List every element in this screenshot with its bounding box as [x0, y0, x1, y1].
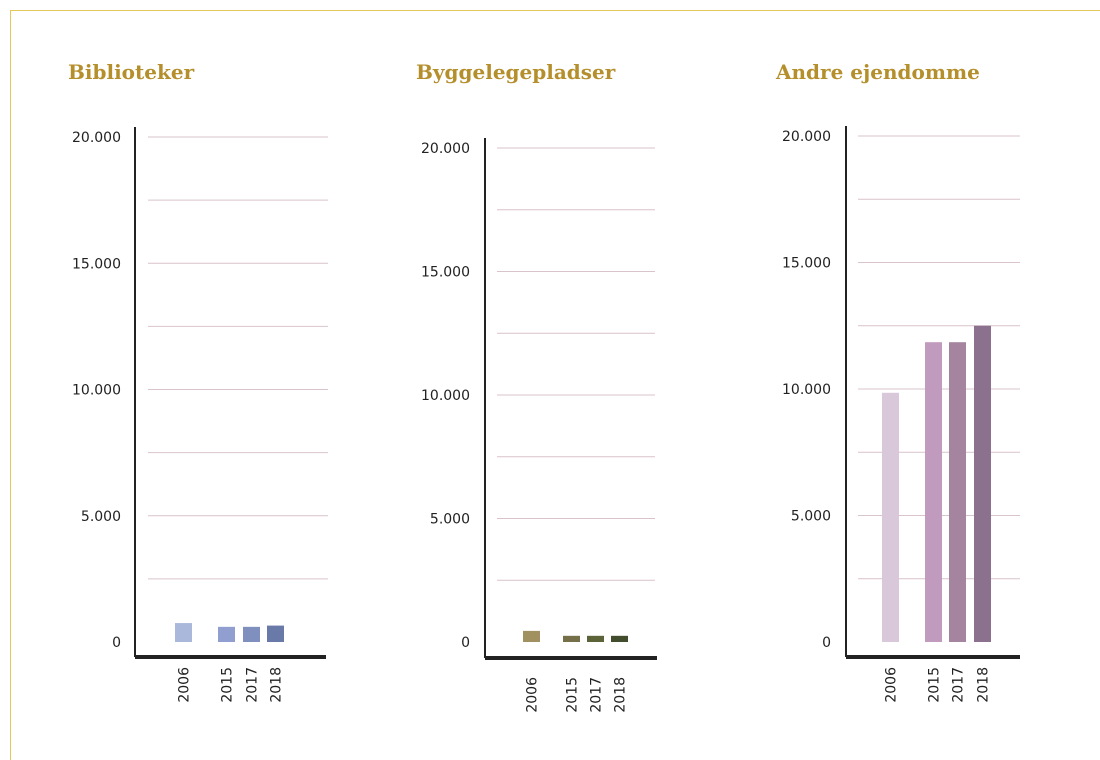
x-tick-label: 2018 — [976, 667, 992, 703]
y-tick-label: 10.000 — [72, 383, 121, 399]
bar-2015 — [925, 342, 942, 642]
x-tick-label: 2017 — [245, 667, 261, 703]
chart-title: Andre ejendomme — [776, 60, 980, 84]
figure-frame — [10, 10, 1100, 760]
bar-2015 — [563, 635, 580, 642]
y-tick-label: 0 — [822, 635, 831, 651]
x-tick-label: 2006 — [177, 667, 193, 703]
y-tick-label: 5.000 — [430, 512, 470, 528]
bar-2006 — [175, 623, 192, 642]
y-tick-label: 10.000 — [782, 382, 831, 398]
x-tick-label: 2017 — [589, 677, 605, 713]
x-tick-label: 2015 — [565, 677, 581, 713]
bar-2018 — [611, 635, 628, 642]
bar-2006 — [523, 630, 540, 642]
bar-2017 — [949, 342, 966, 642]
x-tick-label: 2015 — [220, 667, 236, 703]
y-tick-label: 5.000 — [791, 509, 831, 525]
bar-2017 — [587, 635, 604, 642]
y-tick-label: 15.000 — [72, 256, 121, 272]
x-tick-label: 2015 — [927, 667, 943, 703]
y-tick-label: 0 — [112, 635, 121, 651]
bar-2018 — [974, 325, 991, 642]
y-tick-label: 20.000 — [421, 141, 470, 157]
y-tick-label: 15.000 — [782, 256, 831, 272]
y-tick-label: 20.000 — [72, 130, 121, 146]
bar-2015 — [218, 626, 235, 642]
chart-title: Byggelegepladser — [416, 60, 616, 84]
bar-2017 — [243, 626, 260, 642]
y-tick-label: 0 — [461, 635, 470, 651]
x-tick-label: 2018 — [269, 667, 285, 703]
bar-2006 — [882, 392, 899, 642]
x-tick-label: 2017 — [951, 667, 967, 703]
y-tick-label: 5.000 — [81, 509, 121, 525]
x-tick-label: 2018 — [613, 677, 629, 713]
y-tick-label: 20.000 — [782, 129, 831, 145]
x-tick-label: 2006 — [525, 677, 541, 713]
y-tick-label: 10.000 — [421, 388, 470, 404]
bar-2018 — [267, 625, 284, 642]
x-tick-label: 2006 — [884, 667, 900, 703]
y-tick-label: 15.000 — [421, 265, 470, 281]
chart-title: Biblioteker — [68, 60, 195, 84]
